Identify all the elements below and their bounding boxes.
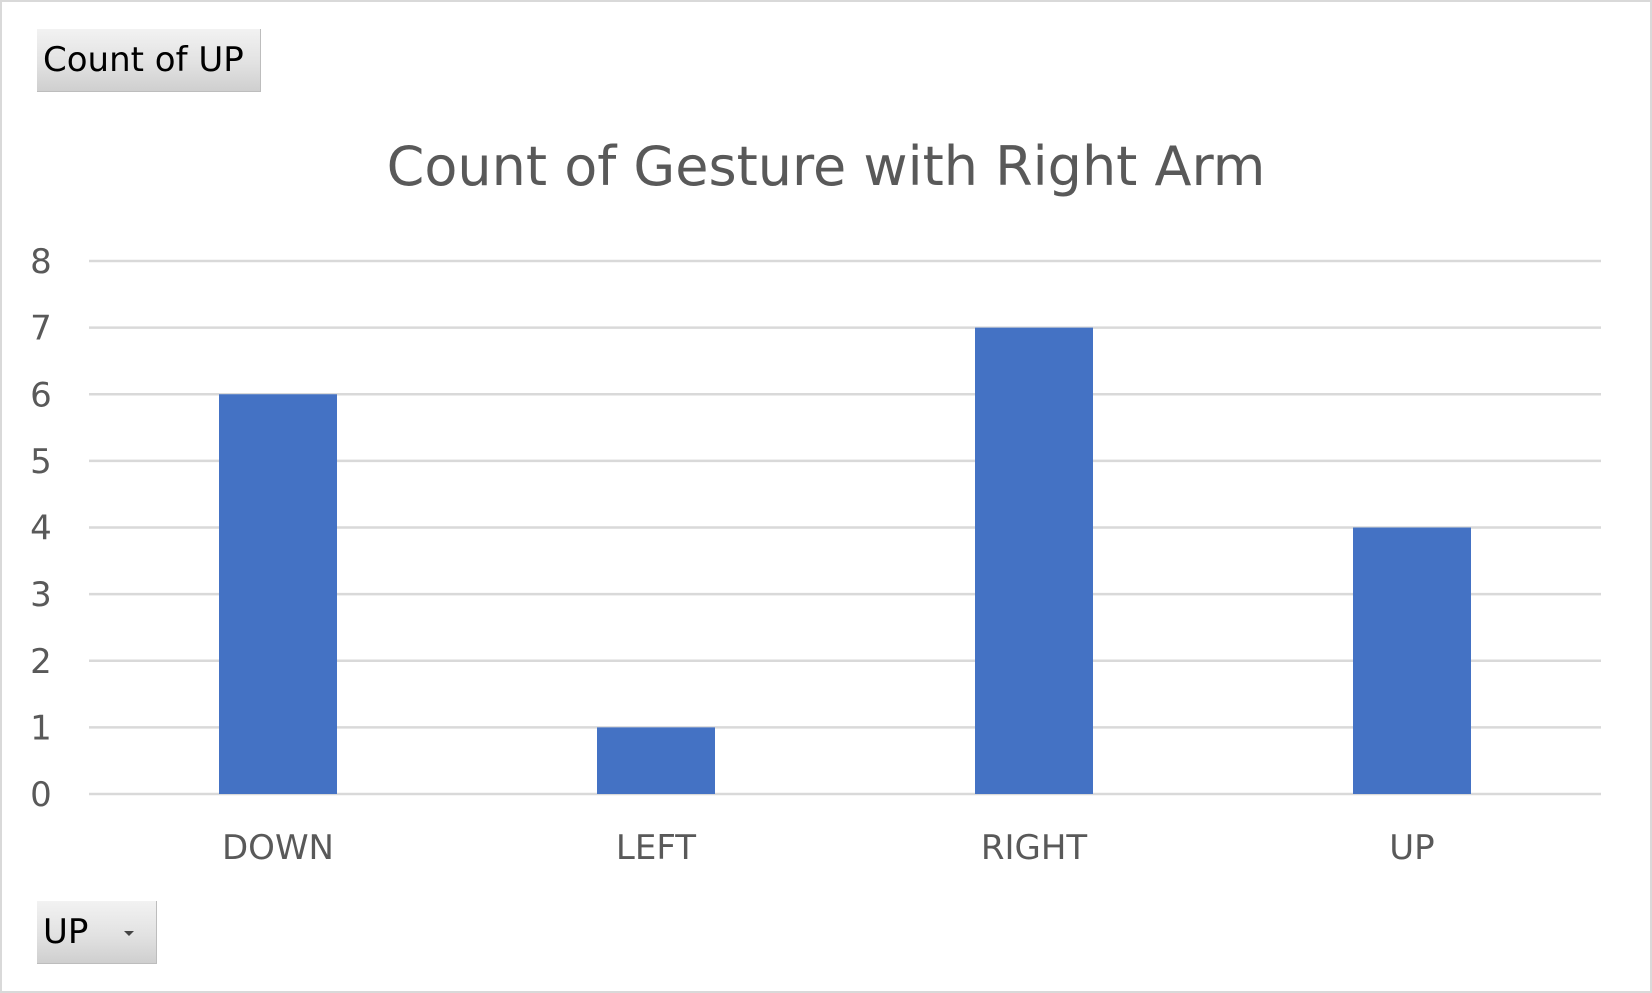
y-tick-label: 3 bbox=[30, 575, 52, 615]
x-tick-label-up: UP bbox=[1389, 828, 1434, 868]
axis-field-label: UP bbox=[43, 912, 89, 952]
bar-right bbox=[975, 327, 1093, 794]
y-tick-label: 2 bbox=[30, 642, 52, 682]
chart-title: Count of Gesture with Right Arm bbox=[387, 135, 1266, 198]
value-field-button[interactable]: Count of UP bbox=[37, 29, 261, 92]
x-tick-label-left: LEFT bbox=[616, 828, 696, 868]
value-field-label: Count of UP bbox=[43, 40, 244, 80]
x-tick-label-down: DOWN bbox=[222, 828, 334, 868]
y-tick-label: 8 bbox=[30, 242, 52, 282]
y-tick-label: 0 bbox=[30, 775, 52, 815]
bars bbox=[219, 327, 1471, 794]
bar-down bbox=[219, 394, 337, 794]
bar-up bbox=[1353, 527, 1471, 794]
x-tick-label-right: RIGHT bbox=[981, 828, 1088, 868]
y-tick-label: 4 bbox=[30, 509, 52, 549]
y-tick-label: 5 bbox=[30, 442, 52, 482]
y-tick-label: 7 bbox=[30, 309, 52, 349]
dropdown-arrow-icon[interactable] bbox=[124, 931, 134, 936]
x-axis-ticks: DOWN LEFT RIGHT UP bbox=[222, 828, 1435, 868]
y-tick-label: 1 bbox=[30, 708, 52, 748]
y-axis-ticks: 0 1 2 3 4 5 6 7 8 bbox=[30, 242, 52, 815]
axis-field-filter-button[interactable]: UP bbox=[37, 901, 157, 964]
bar-left bbox=[597, 727, 715, 794]
y-tick-label: 6 bbox=[30, 375, 52, 415]
gridlines bbox=[89, 259, 1601, 796]
